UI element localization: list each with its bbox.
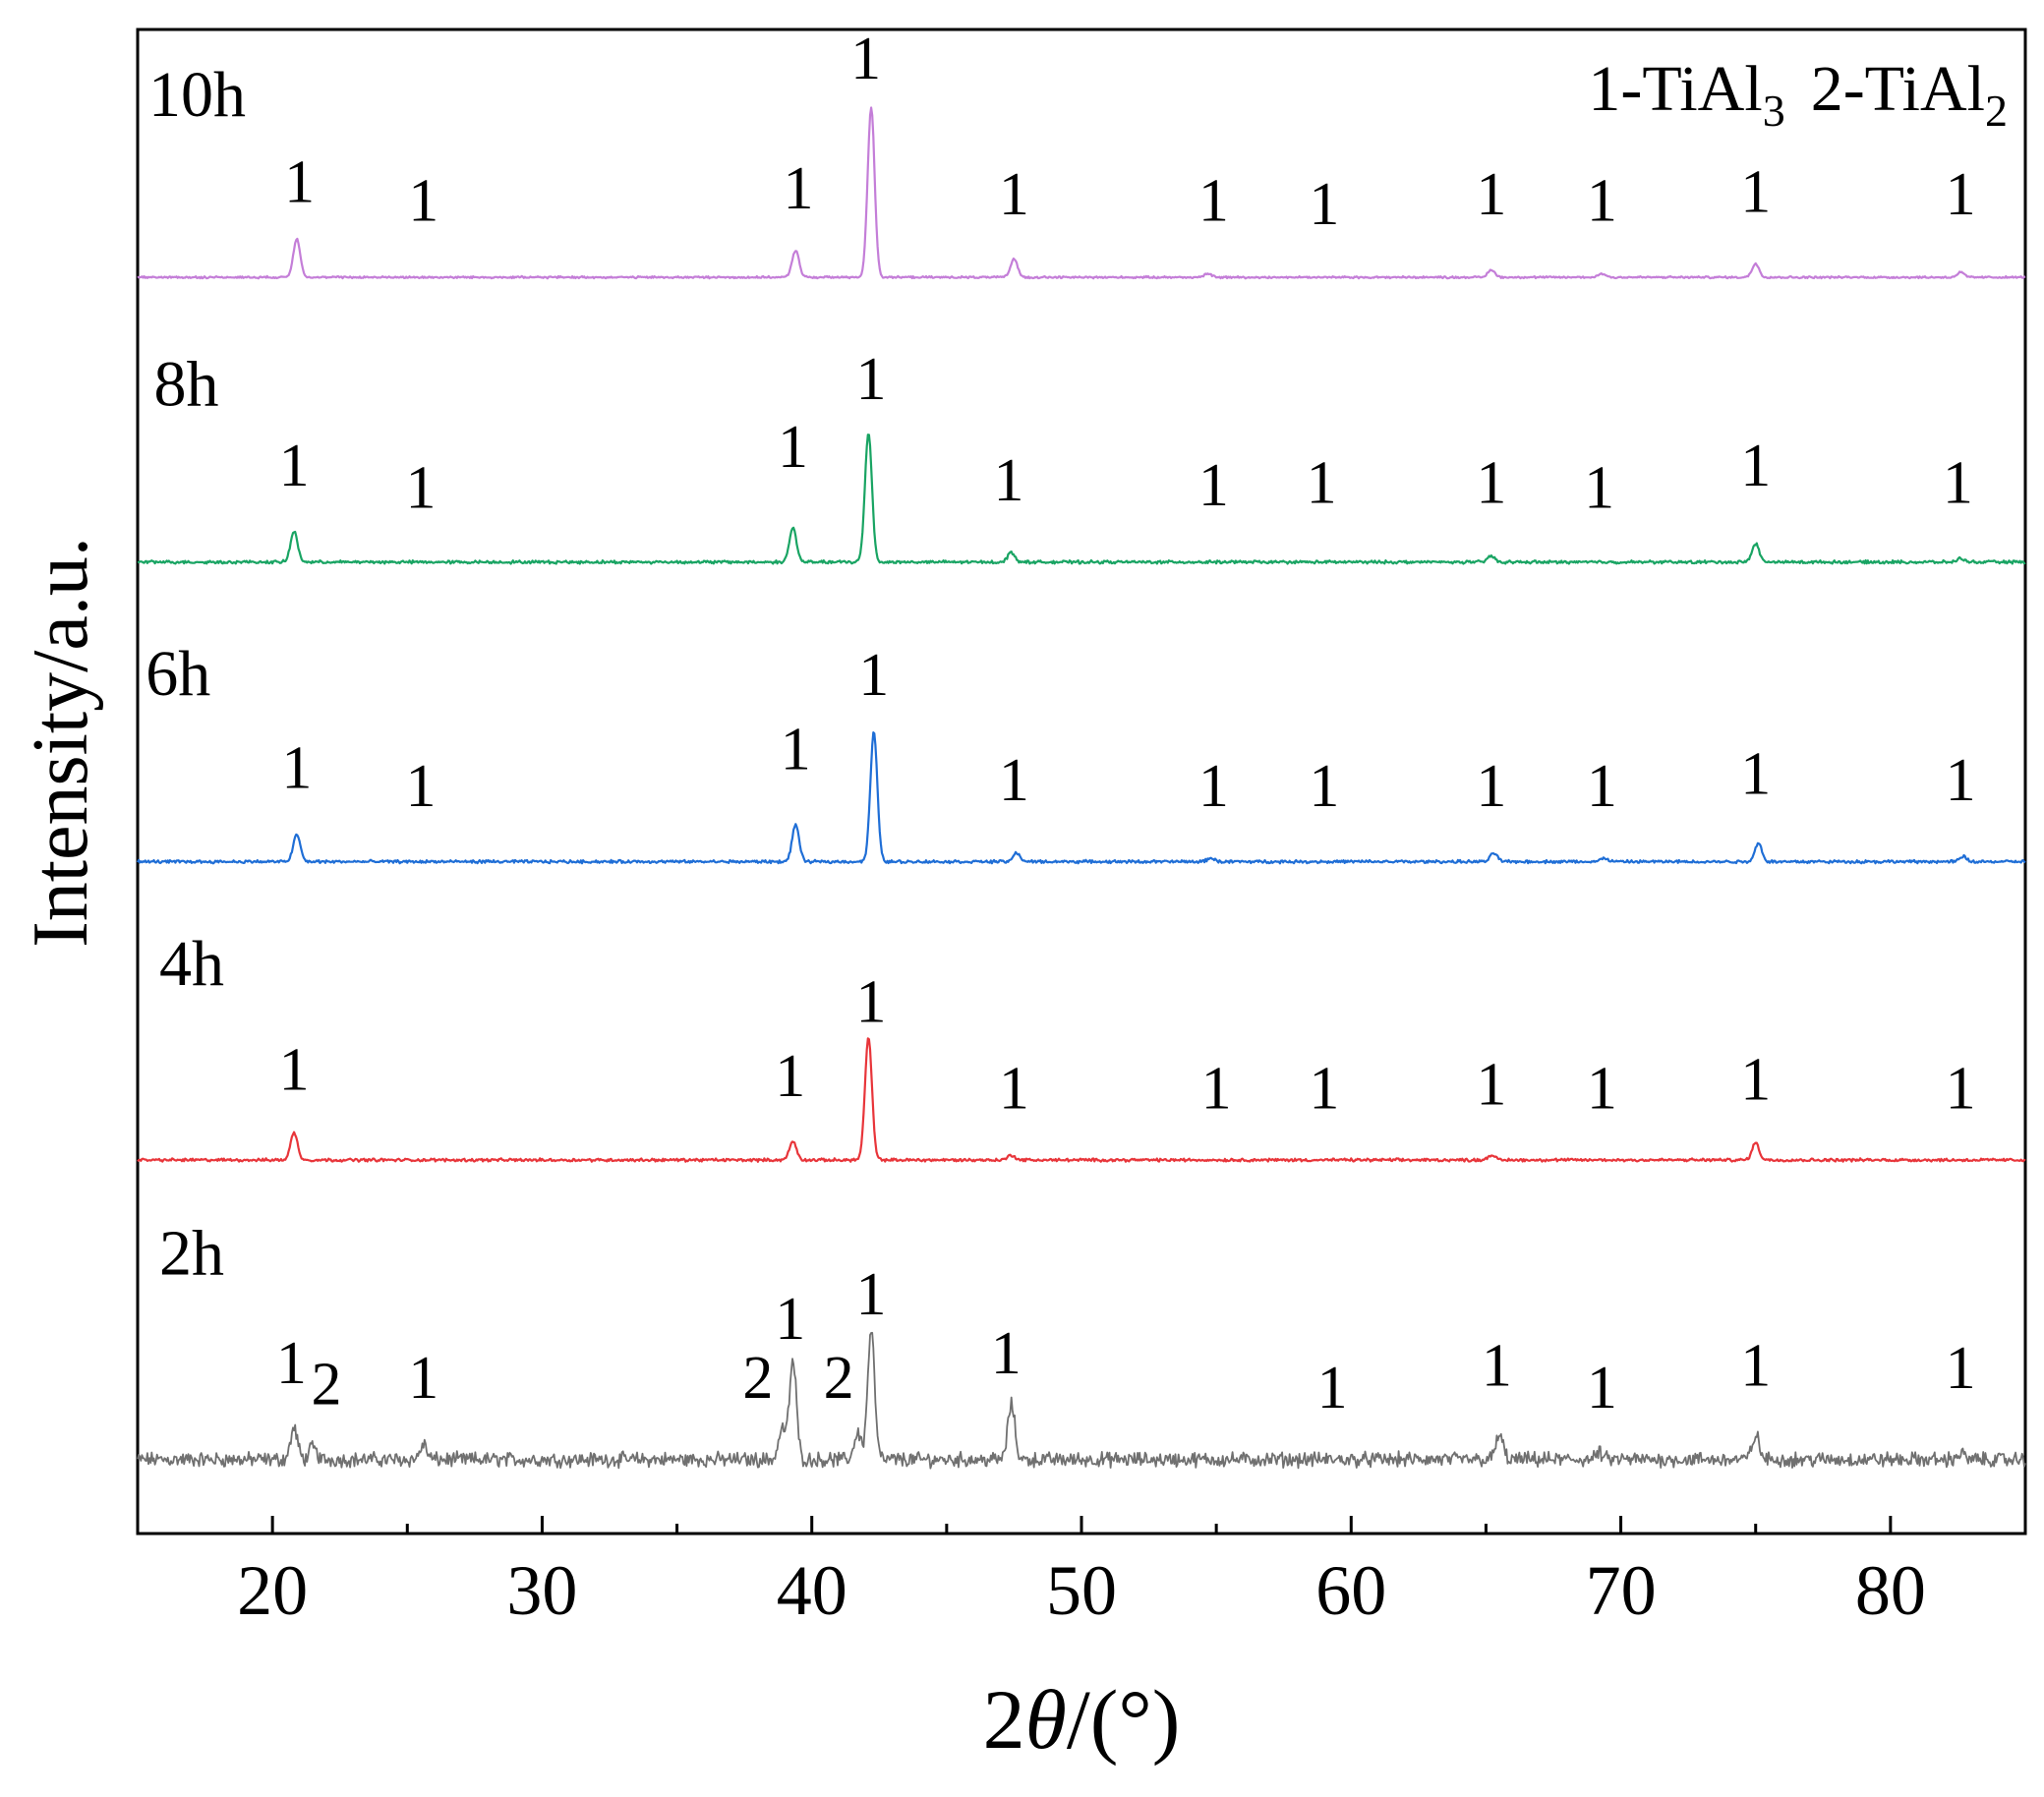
x-tick-label: 50	[1046, 1551, 1117, 1630]
peak-label-10h-9: 1	[1740, 159, 1771, 226]
peak-label-6h-4: 1	[999, 747, 1029, 814]
x-tick-label: 60	[1315, 1551, 1386, 1630]
peak-label-4h-5: 1	[1309, 1055, 1339, 1122]
peak-label-10h-8: 1	[1587, 167, 1617, 234]
peak-label-4h-3: 1	[999, 1055, 1029, 1122]
peak-label-4h-2: 1	[856, 969, 887, 1036]
peak-label-8h-6: 1	[1307, 450, 1337, 517]
peak-label-4h-6: 1	[1476, 1052, 1506, 1119]
peak-label-2h-2: 1	[408, 1345, 438, 1412]
peak-label-8h-4: 1	[993, 447, 1023, 514]
peak-label-6h-1: 1	[406, 753, 437, 820]
x-axis-title-theta: θ	[1025, 1672, 1067, 1767]
series-label-10h: 10h	[148, 59, 246, 131]
peak-label-6h-5: 1	[1198, 753, 1229, 820]
peak-label-6h-7: 1	[1476, 753, 1506, 820]
peak-label-2h-1: 2	[312, 1351, 342, 1418]
x-axis-title-prefix: 2	[983, 1672, 1025, 1767]
peak-label-6h-6: 1	[1309, 753, 1339, 820]
legend-entry-1-sub: 3	[1763, 86, 1785, 136]
peak-label-2h-9: 1	[1482, 1333, 1512, 1400]
legend-entry-2-prefix: 2-TiAl	[1811, 53, 1985, 125]
peak-label-2h-4: 1	[775, 1286, 805, 1353]
peak-label-2h-8: 1	[1317, 1355, 1348, 1421]
peak-label-10h-5: 1	[1198, 167, 1229, 234]
peak-label-2h-6: 1	[856, 1261, 887, 1328]
peak-label-8h-1: 1	[406, 455, 437, 522]
peak-label-10h-10: 1	[1946, 161, 1976, 228]
peak-label-6h-8: 1	[1587, 753, 1617, 820]
peak-label-4h-8: 1	[1740, 1047, 1771, 1114]
peak-label-2h-5: 2	[824, 1345, 854, 1412]
peak-label-8h-5: 1	[1198, 452, 1229, 519]
peak-label-10h-2: 1	[784, 155, 814, 222]
peak-label-4h-1: 1	[775, 1043, 805, 1110]
x-tick-label: 40	[777, 1551, 847, 1630]
legend: 1-TiAl3 2-TiAl2	[1588, 53, 2008, 136]
peak-label-4h-9: 1	[1946, 1055, 1976, 1122]
peak-label-4h-7: 1	[1587, 1055, 1617, 1122]
x-tick-label: 80	[1855, 1551, 1926, 1630]
peak-label-10h-3: 1	[850, 26, 881, 92]
x-tick-label: 20	[237, 1551, 308, 1630]
legend-entry-1-prefix: 1-TiAl	[1588, 53, 1762, 125]
peak-label-10h-0: 1	[284, 149, 315, 216]
peak-label-2h-3: 2	[742, 1345, 773, 1412]
peak-label-6h-9: 1	[1740, 741, 1771, 808]
peak-label-2h-12: 1	[1946, 1335, 1976, 1402]
peak-label-8h-7: 1	[1476, 450, 1506, 517]
series-line-10h	[137, 106, 2026, 280]
peak-label-10h-1: 1	[408, 167, 438, 234]
peak-label-6h-0: 1	[281, 734, 312, 801]
series-label-8h: 8h	[153, 349, 218, 421]
peak-label-2h-11: 1	[1740, 1333, 1771, 1400]
peak-label-8h-8: 1	[1584, 455, 1614, 522]
series-labels: 2h 4h 6h 8h 10h	[146, 59, 246, 1290]
x-tick-label: 70	[1586, 1551, 1657, 1630]
peak-label-2h-0: 1	[276, 1330, 307, 1397]
peak-label-4h-4: 1	[1201, 1055, 1232, 1122]
peak-label-6h-3: 1	[858, 642, 889, 709]
peak-label-2h-7: 1	[991, 1320, 1022, 1387]
series-label-4h: 4h	[159, 928, 224, 1000]
series-line-8h	[137, 434, 2026, 565]
traces	[137, 106, 2026, 1470]
peak-label-10h-7: 1	[1476, 161, 1506, 228]
peak-label-10h-6: 1	[1309, 171, 1339, 238]
series-line-6h	[137, 730, 2026, 865]
x-axis: 20 30 40 50 60 70 80	[237, 1516, 1926, 1630]
peak-label-10h-4: 1	[999, 161, 1029, 228]
peak-label-6h-2: 1	[781, 716, 811, 783]
peak-label-6h-10: 1	[1946, 747, 1976, 814]
peak-label-8h-0: 1	[279, 433, 310, 499]
peak-label-8h-3: 1	[856, 346, 887, 413]
peak-label-8h-9: 1	[1740, 433, 1771, 499]
y-axis-title: Intensity/a.u.	[18, 537, 104, 948]
x-tick-label: 30	[506, 1551, 577, 1630]
x-axis-title-suffix: /(°)	[1067, 1672, 1181, 1767]
series-line-4h	[137, 1037, 2026, 1163]
x-axis-title: 2θ/(°)	[983, 1672, 1181, 1767]
peak-label-2h-10: 1	[1587, 1355, 1617, 1421]
series-line-2h	[137, 1331, 2026, 1470]
legend-entry-2-sub: 2	[1985, 86, 2008, 136]
peak-label-8h-2: 1	[778, 414, 808, 481]
peak-label-8h-10: 1	[1943, 450, 1973, 517]
series-label-2h: 2h	[159, 1218, 224, 1290]
peak-label-4h-0: 1	[279, 1037, 310, 1104]
series-label-6h: 6h	[146, 638, 210, 710]
